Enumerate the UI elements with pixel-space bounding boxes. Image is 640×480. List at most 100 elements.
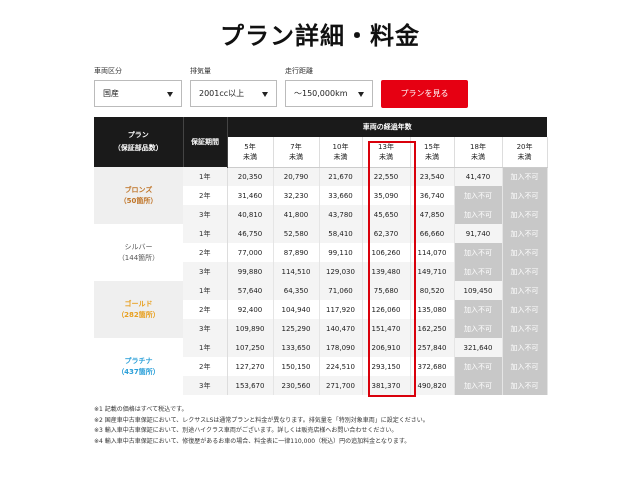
plan-name: ブロンズ xyxy=(124,185,153,194)
period-cell: 2年 xyxy=(183,357,228,376)
price-table: プラン （保証部品数） 保証期間 車両の経過年数 5年 未満 7年 未満 10年 未満 13… xyxy=(94,117,548,395)
plan-name: プラチナ xyxy=(124,356,153,365)
price-cell: 20,790 xyxy=(273,167,320,186)
price-cell: 271,700 xyxy=(319,376,363,395)
price-cell: 224,510 xyxy=(319,357,363,376)
table-row: プラチナ （437箇所） 1年 107,250 133,650 178,090 206,91… xyxy=(94,338,548,395)
price-cell: 106,260 xyxy=(362,243,411,262)
price-cell: 117,920 xyxy=(319,300,363,319)
price-cell: 125,290 xyxy=(273,319,320,338)
mileage-select[interactable]: 〜150,000km xyxy=(285,80,373,107)
price-cell: 45,650 xyxy=(362,205,411,224)
period-header: 保証期間 xyxy=(183,117,228,167)
period-cell: 3年 xyxy=(183,376,228,395)
note-line: ※2 国産車中古車保証において、レクサスLSは通常プランと料金が異なります。排気… xyxy=(94,416,429,424)
price-cell: 32,230 xyxy=(273,186,320,205)
notes: ※1 記載の価格はすべて税込です。 ※2 国産車中古車保証において、レクサスLSは… xyxy=(94,405,429,447)
price-cell: 52,580 xyxy=(273,224,320,243)
price-cell: 75,680 xyxy=(362,281,411,300)
price-cell: 62,370 xyxy=(362,224,411,243)
plan-part-count: （144箇所） xyxy=(117,253,160,262)
price-cell: 135,080 xyxy=(410,300,455,319)
price-cell: 80,520 xyxy=(410,281,455,300)
vehicle-type-label: 車両区分 xyxy=(94,67,122,75)
price-cell: 109,890 xyxy=(227,319,274,338)
not-available-cell: 加入不可 xyxy=(502,300,548,319)
year-column-header: 18年 未満 xyxy=(454,137,503,168)
not-available-cell: 加入不可 xyxy=(454,262,503,281)
price-cell: 36,740 xyxy=(410,186,455,205)
price-cell: 64,350 xyxy=(273,281,320,300)
price-cell: 490,820 xyxy=(410,376,455,395)
price-cell: 99,110 xyxy=(319,243,363,262)
price-cell: 31,460 xyxy=(227,186,274,205)
chevron-down-icon xyxy=(167,92,173,97)
displacement-select[interactable]: 2001cc以上 xyxy=(190,80,277,107)
period-cell: 3年 xyxy=(183,319,228,338)
years-header: 車両の経過年数 xyxy=(227,117,548,137)
period-cell: 3年 xyxy=(183,205,228,224)
year-column-header: 7年 未満 xyxy=(273,137,320,168)
not-available-cell: 加入不可 xyxy=(502,338,548,357)
vehicle-type-value: 国産 xyxy=(103,89,119,98)
price-cell: 43,780 xyxy=(319,205,363,224)
not-available-cell: 加入不可 xyxy=(454,243,503,262)
price-cell: 35,090 xyxy=(362,186,411,205)
price-cell: 126,060 xyxy=(362,300,411,319)
not-available-cell: 加入不可 xyxy=(502,186,548,205)
price-cell: 293,150 xyxy=(362,357,411,376)
price-cell: 149,710 xyxy=(410,262,455,281)
table-row: 3年 153,670 230,560 271,700 381,370 490,820 加入不… xyxy=(94,376,548,395)
price-cell: 92,400 xyxy=(227,300,274,319)
period-cell: 2年 xyxy=(183,243,228,262)
price-cell: 71,060 xyxy=(319,281,363,300)
price-cell: 46,750 xyxy=(227,224,274,243)
period-cell: 2年 xyxy=(183,300,228,319)
price-cell: 114,510 xyxy=(273,262,320,281)
period-cell: 3年 xyxy=(183,262,228,281)
plan-part-count: （437箇所） xyxy=(117,367,160,376)
price-cell: 129,030 xyxy=(319,262,363,281)
price-cell: 104,940 xyxy=(273,300,320,319)
not-available-cell: 加入不可 xyxy=(454,319,503,338)
table-row: ゴールド （282箇所） 1年 57,640 64,350 71,060 75,680 80,… xyxy=(94,281,548,338)
view-plan-button[interactable]: プランを見る xyxy=(381,80,468,108)
price-cell: 206,910 xyxy=(362,338,411,357)
price-cell: 230,560 xyxy=(273,376,320,395)
mileage-value: 〜150,000km xyxy=(294,89,348,98)
table-row: ブロンズ （50箇所） 1年 20,350 20,790 21,670 22,550 23,5… xyxy=(94,167,548,224)
plan-name-cell: プラチナ （437箇所） xyxy=(94,338,183,395)
table-row: 3年 99,880 114,510 129,030 139,480 149,710 加入不可… xyxy=(94,262,548,281)
table-row: 2年 77,000 87,890 99,110 106,260 114,070 加入不可 加入… xyxy=(94,243,548,262)
year-column-header: 10年 未満 xyxy=(319,137,363,168)
price-cell: 23,540 xyxy=(410,167,455,186)
not-available-cell: 加入不可 xyxy=(502,205,548,224)
price-cell: 33,660 xyxy=(319,186,363,205)
not-available-cell: 加入不可 xyxy=(502,243,548,262)
plan-part-count: （282箇所） xyxy=(117,310,160,319)
period-cell: 2年 xyxy=(183,186,228,205)
note-line: ※4 輸入車中古車保証において、修復歴があるお車の場合、料金表に一律110,00… xyxy=(94,437,411,445)
price-cell: 57,640 xyxy=(227,281,274,300)
price-cell: 47,850 xyxy=(410,205,455,224)
price-cell: 109,450 xyxy=(454,281,503,300)
year-column-header: 15年 未満 xyxy=(410,137,455,168)
displacement-filter: 排気量 2001cc以上 xyxy=(190,66,277,107)
displacement-label: 排気量 xyxy=(190,67,211,75)
price-cell: 20,350 xyxy=(227,167,274,186)
highlight-column-13y xyxy=(368,141,416,397)
price-cell: 107,250 xyxy=(227,338,274,357)
not-available-cell: 加入不可 xyxy=(454,186,503,205)
not-available-cell: 加入不可 xyxy=(502,376,548,395)
not-available-cell: 加入不可 xyxy=(502,281,548,300)
vehicle-type-select[interactable]: 国産 xyxy=(94,80,182,107)
chevron-down-icon xyxy=(358,92,364,97)
not-available-cell: 加入不可 xyxy=(454,205,503,224)
table-row: 2年 92,400 104,940 117,920 126,060 135,080 加入不可… xyxy=(94,300,548,319)
price-cell: 41,800 xyxy=(273,205,320,224)
table-row: 2年 127,270 150,150 224,510 293,150 372,680 加入不… xyxy=(94,357,548,376)
chevron-down-icon xyxy=(262,92,268,97)
price-cell: 150,150 xyxy=(273,357,320,376)
note-line: ※3 輸入車中古車保証において、別途ハイクラス車両がございます。詳しくは販売店様… xyxy=(94,427,398,434)
plan-header: プラン （保証部品数） xyxy=(94,117,184,167)
